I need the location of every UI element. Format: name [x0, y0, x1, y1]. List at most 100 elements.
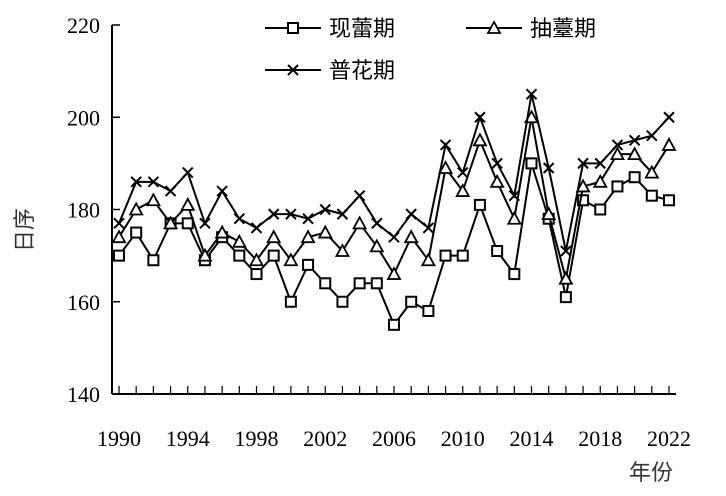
data-point [541, 206, 557, 221]
data-point [506, 210, 522, 225]
data-point [388, 318, 400, 331]
data-point [577, 157, 589, 170]
data-point [180, 197, 196, 211]
data-point [111, 229, 127, 244]
data-point [491, 157, 503, 170]
data-point [525, 157, 538, 170]
series-group [111, 88, 677, 331]
data-point [439, 139, 452, 151]
data-point [248, 252, 265, 267]
series-budding [113, 157, 675, 331]
data-point [267, 249, 280, 262]
data-point [336, 208, 349, 220]
data-point [405, 208, 417, 220]
data-point [353, 189, 366, 202]
data-point [250, 222, 263, 234]
y-tick-label: 160 [67, 290, 100, 315]
axes: 140 160 180 200 220 1990 1994 1998 2002 2006 2010 2… [67, 13, 691, 451]
x-tick-label: 2014 [510, 426, 554, 451]
legend-item-flowering: 普花期 [265, 58, 395, 83]
data-point [645, 189, 658, 202]
x-tick-label: 1994 [166, 426, 210, 451]
data-point [473, 198, 486, 211]
legend-label: 现蕾期 [329, 16, 395, 41]
data-point [369, 238, 385, 253]
data-point [628, 134, 641, 147]
data-point [594, 203, 607, 216]
legend-label: 普花期 [329, 58, 395, 83]
data-point [422, 222, 435, 234]
data-point [130, 176, 142, 188]
data-point [472, 132, 488, 147]
data-point [164, 185, 177, 197]
data-point [285, 208, 297, 220]
data-point [627, 146, 643, 161]
x-tick-label: 2018 [578, 426, 622, 451]
data-point [560, 245, 572, 257]
y-tick-label: 220 [67, 13, 100, 38]
legend-marker [486, 20, 502, 34]
data-point [199, 217, 211, 230]
data-point [128, 201, 144, 216]
data-point [214, 224, 230, 239]
data-point [250, 268, 263, 281]
data-point [181, 217, 194, 230]
x-tick-label: 2010 [441, 426, 485, 451]
data-point [319, 277, 332, 290]
data-point [575, 178, 591, 193]
y-tick-label: 200 [67, 105, 100, 130]
data-point [491, 245, 504, 258]
data-point [386, 266, 402, 280]
data-point [113, 217, 125, 230]
x-axis-title: 年份 [629, 460, 673, 485]
data-point [508, 268, 521, 281]
data-point [420, 252, 436, 267]
data-point [283, 252, 299, 267]
data-point [145, 192, 161, 207]
data-point [422, 304, 435, 317]
data-point [663, 111, 675, 123]
data-point [592, 173, 608, 188]
x-tick-label: 1990 [97, 426, 141, 451]
data-point [403, 229, 419, 244]
data-point [113, 249, 125, 262]
data-point [216, 185, 228, 197]
data-point [284, 295, 297, 308]
data-point [233, 213, 246, 225]
data-point [439, 249, 452, 262]
data-point [457, 166, 469, 179]
data-point [438, 160, 454, 174]
y-axis-title: 日序 [12, 208, 37, 252]
data-point [455, 183, 471, 197]
data-point [317, 224, 333, 239]
data-point [388, 231, 400, 243]
data-point [456, 249, 469, 262]
data-point [352, 215, 368, 230]
data-point [267, 208, 280, 220]
legend-marker [287, 22, 299, 34]
data-point [371, 217, 383, 230]
data-point [147, 176, 160, 188]
data-point [405, 295, 418, 308]
data-point [231, 233, 247, 248]
data-point [197, 247, 213, 262]
legend-item-bolting: 抽薹期 [466, 16, 596, 41]
data-point [147, 254, 160, 267]
y-tick-label: 180 [67, 198, 100, 223]
data-point [233, 249, 246, 262]
x-tick-label: 2006 [372, 426, 416, 451]
data-point [525, 88, 538, 100]
data-point [302, 258, 315, 271]
data-point [300, 229, 316, 244]
series-bolting [111, 109, 677, 285]
legend-marker [287, 64, 299, 76]
data-point [663, 194, 675, 207]
data-point [336, 295, 349, 308]
data-point [661, 137, 677, 151]
data-point [508, 189, 521, 202]
data-point [542, 162, 555, 174]
legend-item-budding: 现蕾期 [265, 16, 395, 41]
data-point [577, 194, 590, 207]
